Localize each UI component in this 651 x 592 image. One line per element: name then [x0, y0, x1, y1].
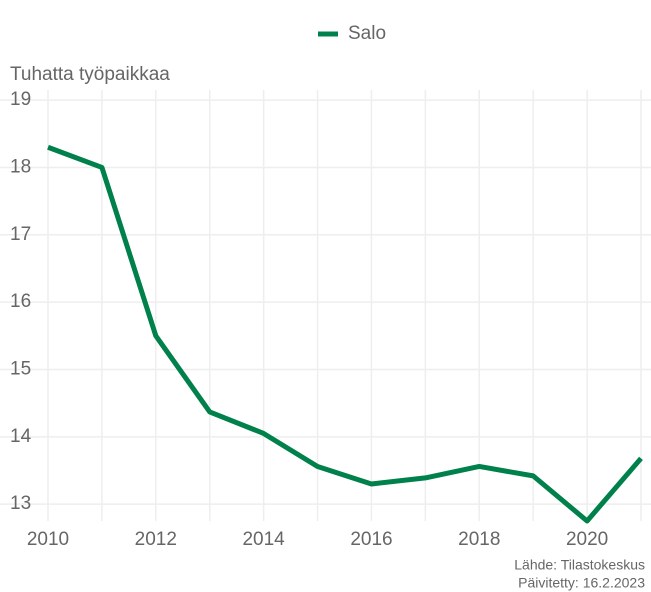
y-tick-label: 17 — [10, 224, 31, 245]
y-tick-label: 16 — [10, 291, 31, 312]
x-tick-label: 2014 — [242, 529, 285, 550]
x-tick-label: 2016 — [350, 529, 392, 550]
x-tick-label: 2010 — [27, 529, 69, 550]
y-tick-label: 13 — [10, 493, 31, 514]
updated: Päivitetty: 16.2.2023 — [518, 575, 645, 591]
y-tick-label: 14 — [10, 426, 32, 447]
plot — [47, 144, 643, 524]
source: Lähde: Tilastokeskus — [514, 557, 645, 573]
y-tick-label: 15 — [10, 358, 31, 379]
y-axis-label: Tuhatta työpaikkaa — [10, 64, 170, 85]
grid — [0, 90, 651, 521]
x-tick-label: 2018 — [458, 529, 500, 550]
line — [47, 144, 643, 524]
y-tick-label: 19 — [10, 89, 31, 110]
x-tick-label: 2020 — [566, 529, 608, 550]
y-tick-label: 18 — [10, 156, 31, 177]
x-tick-label: 2012 — [135, 529, 177, 550]
legend-label: Salo — [348, 23, 386, 44]
